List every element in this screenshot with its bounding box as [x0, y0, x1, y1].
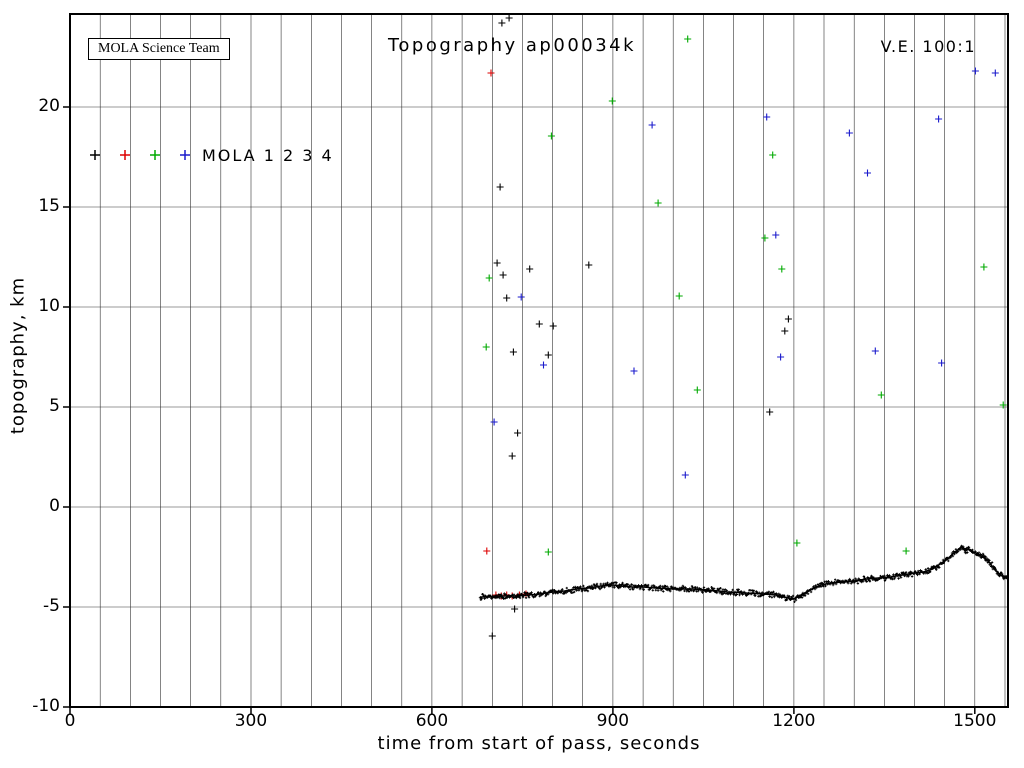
y-tick-label: -10 [32, 696, 60, 716]
x-axis-label: time from start of pass, seconds [377, 733, 701, 754]
scatter-series-3 [482, 35, 1007, 556]
y-tick-label: 5 [49, 396, 60, 416]
y-tick-label: 15 [38, 196, 60, 216]
y-tick-label: 20 [38, 96, 60, 116]
x-tick-label: 1500 [953, 711, 997, 731]
scatter-series-4 [490, 67, 999, 479]
x-tick-label: 1200 [772, 711, 816, 731]
x-tick-label: 0 [64, 711, 76, 731]
axis-ticks [63, 106, 976, 714]
y-tick-label: 10 [38, 296, 60, 316]
legend-label: MOLA 1 2 3 4 [202, 146, 334, 165]
legend-marker-3 [150, 150, 160, 160]
x-tick-label: 300 [234, 711, 268, 731]
y-tick-label: -5 [43, 596, 60, 616]
y-axis-label: topography, km [7, 276, 29, 435]
vertical-exaggeration-label: V.E. 100:1 [880, 37, 976, 56]
legend-marker-1 [90, 150, 100, 160]
y-tick-label: 0 [49, 496, 60, 516]
legend-marker-2 [120, 150, 130, 160]
x-tick-label: 900 [596, 711, 630, 731]
gridlines [70, 14, 1008, 707]
plot-frame [69, 13, 1009, 708]
legend-marker-4 [180, 150, 190, 160]
team-credit-box: MOLA Science Team [88, 38, 230, 60]
chart-title: Topography ap00034k [387, 35, 637, 56]
ground-track-stamps [478, 544, 1009, 603]
x-tick-label: 600 [415, 711, 449, 731]
scatter-series-1 [488, 14, 792, 640]
